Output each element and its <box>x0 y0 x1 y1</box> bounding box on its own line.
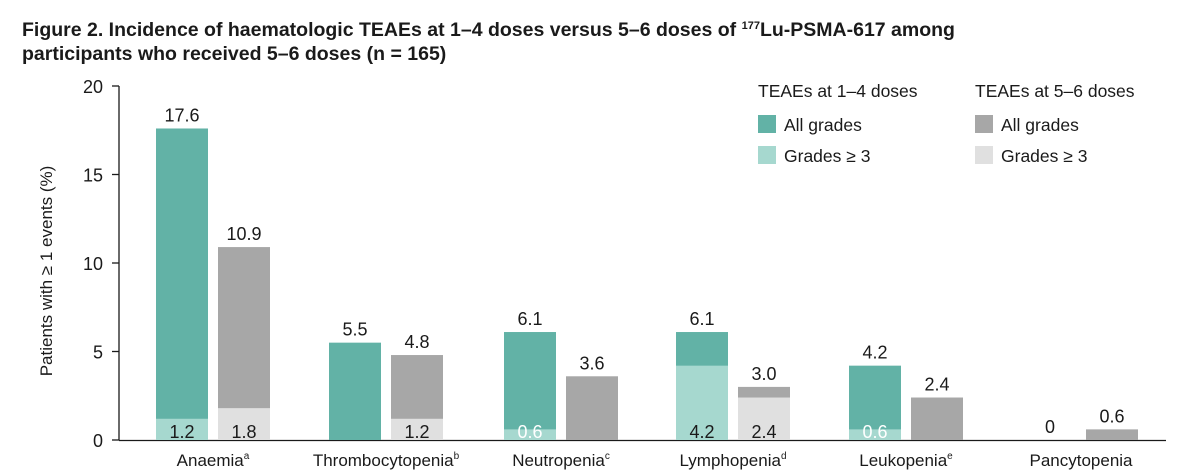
bar-ge3-value-label: 1.2 <box>169 422 194 442</box>
bar-all-grades <box>911 397 963 440</box>
bar-value-label: 0 <box>1045 417 1055 437</box>
bar-grades-ge3 <box>738 397 790 440</box>
bar-all-grades <box>566 376 618 440</box>
bar-all-grades <box>1086 429 1138 440</box>
bar-value-label: 5.5 <box>342 320 367 340</box>
category-label: Neutropeniac <box>512 451 610 470</box>
y-tick-label: 0 <box>93 431 103 451</box>
category-label: Leukopeniae <box>859 451 953 470</box>
category-label: Thrombocytopeniab <box>313 451 460 470</box>
bar-value-label: 17.6 <box>164 105 199 125</box>
bar-ge3-value-label: 0.6 <box>517 422 542 442</box>
bar-all-grades <box>218 247 270 440</box>
y-tick-label: 10 <box>83 254 103 274</box>
bar-all-grades <box>504 332 556 440</box>
bar-value-label: 10.9 <box>226 224 261 244</box>
legend-swatch <box>758 115 776 133</box>
bar-grades-ge3 <box>391 418 443 440</box>
bar-ge3-value-label: 1.8 <box>231 422 256 442</box>
bar-grades-ge3 <box>218 408 270 440</box>
bar-value-label: 4.2 <box>862 343 887 363</box>
bar-value-label: 6.1 <box>517 309 542 329</box>
bar-value-label: 3.0 <box>751 364 776 384</box>
title-superscript: 177 <box>741 20 760 32</box>
legend-swatch <box>758 146 776 164</box>
bar-value-label: 4.8 <box>404 332 429 352</box>
bar-value-label: 3.6 <box>579 353 604 373</box>
bar-value-label: 2.4 <box>924 375 949 395</box>
bar-all-grades <box>849 365 901 440</box>
chart-title: Figure 2. Incidence of haematologic TEAE… <box>22 14 1172 66</box>
bar-all-grades <box>329 342 381 440</box>
bar-ge3-value-label: 0.6 <box>862 422 887 442</box>
category-label: Pancytopenia <box>1029 451 1133 470</box>
y-tick-label: 20 <box>83 77 103 97</box>
title-line1-start: Figure 2. Incidence of haematologic TEAE… <box>22 19 742 41</box>
bar-value-label: 6.1 <box>689 309 714 329</box>
bar-all-grades <box>156 128 208 441</box>
title-line2: participants who received 5–6 doses (n =… <box>22 43 447 65</box>
legend-group-title: TEAEs at 1–4 doses <box>758 81 918 101</box>
y-axis-label: Patients with ≥ 1 events (%) <box>37 166 56 377</box>
legend-item-label: All grades <box>784 115 862 135</box>
title-line1-end: Lu-PSMA-617 among <box>759 19 955 41</box>
bar-value-label: 0.6 <box>1099 406 1124 426</box>
legend-item-label: Grades ≥ 3 <box>1001 146 1087 166</box>
legend-item-label: All grades <box>1001 115 1079 135</box>
bar-ge3-value-label: 1.2 <box>404 422 429 442</box>
legend-swatch <box>975 115 993 133</box>
y-tick-label: 15 <box>83 166 103 186</box>
bar-ge3-value-label: 4.2 <box>689 422 714 442</box>
legend-swatch <box>975 146 993 164</box>
bar-grades-ge3 <box>504 429 556 440</box>
category-label: Anaemiaa <box>177 451 250 470</box>
bar-grades-ge3 <box>849 429 901 440</box>
category-label: Lymphopeniad <box>679 451 786 470</box>
bar-ge3-value-label: 2.4 <box>751 422 776 442</box>
legend-group-title: TEAEs at 5–6 doses <box>975 81 1135 101</box>
bar-grades-ge3 <box>676 365 728 440</box>
legend-item-label: Grades ≥ 3 <box>784 146 870 166</box>
y-tick-label: 5 <box>93 343 103 363</box>
bar-grades-ge3 <box>156 418 208 440</box>
